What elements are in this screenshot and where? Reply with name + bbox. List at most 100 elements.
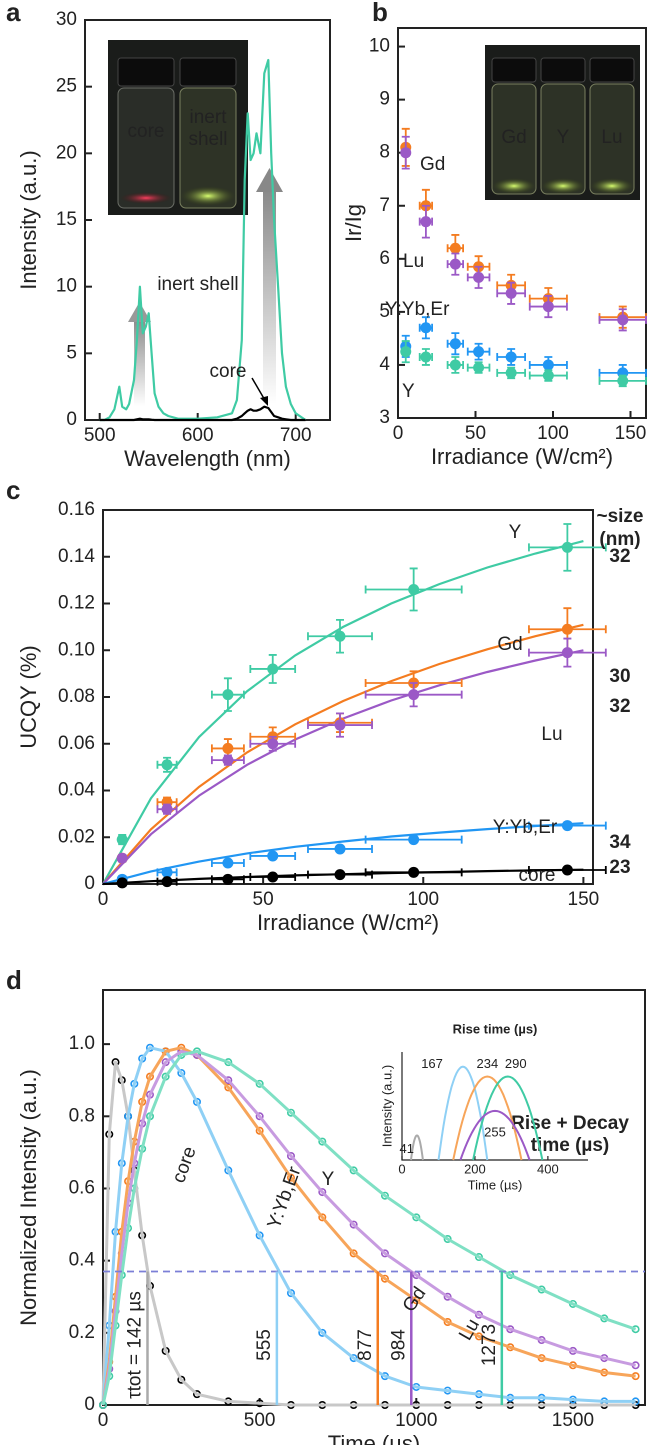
y-tick-label: 30 — [56, 9, 77, 30]
x-tick-label: 100 — [537, 423, 569, 444]
x-tick-label: 50 — [253, 889, 274, 910]
threshold-label: time (µs) — [531, 1135, 610, 1156]
data-point — [116, 834, 128, 846]
x-axis-label: Irradiance (W/cm²) — [257, 910, 439, 935]
data-point — [542, 301, 554, 313]
series-label: Y — [402, 381, 415, 402]
data-point — [561, 541, 573, 553]
y-tick-label: 10 — [56, 276, 77, 297]
x-tick-label: 1500 — [552, 1410, 594, 1431]
data-point — [349, 1249, 358, 1258]
x-tick-label: 0 — [393, 423, 404, 444]
y-tick-label: 20 — [56, 142, 77, 163]
y-tick-label: 1.0 — [69, 1033, 95, 1054]
series-label: Y — [509, 522, 522, 543]
data-point — [177, 1069, 186, 1078]
series-label: Y:Yb,Er — [385, 299, 450, 320]
y-tick-label: 0.16 — [58, 499, 95, 520]
data-point — [161, 759, 173, 771]
size-header: ~size — [596, 506, 643, 527]
x-tick-label: 0 — [98, 889, 109, 910]
data-point — [161, 803, 173, 815]
series-label: Lu — [403, 251, 424, 272]
data-point — [380, 1274, 389, 1283]
fit-curve — [102, 822, 584, 886]
x-tick-label: 500 — [84, 425, 116, 446]
size-label: 32 — [609, 546, 630, 567]
series-label: inert shell — [157, 274, 238, 295]
data-point — [334, 869, 346, 881]
data-point — [222, 857, 234, 869]
y-tick-label: 6 — [379, 248, 390, 269]
data-point — [267, 871, 279, 883]
x-axis-label: Time (µs) — [328, 1431, 421, 1445]
photo-inset-b — [485, 45, 640, 200]
data-point — [318, 1328, 327, 1337]
data-point — [449, 242, 461, 254]
data-point — [473, 271, 485, 283]
y-tick-label: 10 — [369, 36, 390, 57]
y-tick-label: 5 — [379, 301, 390, 322]
x-tick-label: 50 — [465, 423, 486, 444]
x-axis-label: Irradiance (W/cm²) — [431, 444, 613, 469]
x-tick-label: 200 — [464, 1161, 486, 1176]
data-point — [617, 375, 629, 387]
data-point — [349, 1166, 358, 1175]
inset-photo-label: core — [128, 121, 165, 142]
series-line — [101, 1049, 636, 1406]
fit-curve — [102, 623, 584, 885]
series-label: Gd — [399, 1283, 431, 1316]
data-point — [617, 314, 629, 326]
series-label: Y:Yb,Er — [493, 817, 558, 838]
data-point — [286, 1173, 295, 1182]
data-point — [255, 1112, 264, 1121]
y-tick-label: 0 — [84, 1394, 95, 1415]
data-point — [505, 367, 517, 379]
data-point — [505, 287, 517, 299]
data-point — [408, 834, 420, 846]
data-point — [334, 719, 346, 731]
x-tick-label: 0 — [398, 1161, 405, 1176]
data-point — [420, 351, 432, 363]
data-point — [561, 864, 573, 876]
y-tick-label: 0.14 — [58, 546, 95, 567]
time-marker-label: 555 — [254, 1329, 275, 1361]
y-tick-label: 0.6 — [69, 1177, 95, 1198]
x-tick-label: 150 — [615, 423, 647, 444]
data-point — [408, 689, 420, 701]
axis-frame — [397, 27, 647, 419]
data-point — [334, 630, 346, 642]
data-point — [561, 647, 573, 659]
y-axis-label: UCQY (%) — [16, 645, 41, 749]
panel-letter: d — [6, 965, 22, 995]
data-point — [349, 1354, 358, 1363]
time-marker-label: τtot = 142 µs — [125, 1291, 146, 1399]
data-point — [505, 351, 517, 363]
rise-curve — [437, 1065, 489, 1161]
peak-label: 255 — [484, 1124, 506, 1139]
size-label: 23 — [609, 857, 630, 878]
x-tick-label: 1000 — [395, 1410, 437, 1431]
panel-letter: a — [6, 0, 21, 27]
peak-label: 234 — [476, 1056, 498, 1071]
threshold-label: Rise + Decay — [511, 1113, 629, 1134]
data-point — [267, 663, 279, 675]
data-point — [318, 1188, 327, 1197]
y-tick-label: 9 — [379, 89, 390, 110]
size-label: 32 — [609, 696, 630, 717]
inset-photo-label: inert — [190, 107, 228, 128]
peak-label: 167 — [421, 1056, 443, 1071]
panel-letter: b — [372, 0, 388, 27]
data-point — [412, 1213, 421, 1222]
rise-curve — [410, 1134, 424, 1161]
data-point — [400, 147, 412, 159]
y-tick-label: 4 — [379, 354, 390, 375]
y-axis-label: Intensity (a.u.) — [379, 1065, 394, 1147]
y-tick-label: 0.2 — [69, 1322, 95, 1343]
rise-curve — [459, 1109, 531, 1161]
series-label: Gd — [497, 634, 522, 655]
x-tick-label: 500 — [244, 1410, 276, 1431]
series-line — [101, 1046, 636, 1406]
data-point — [474, 1253, 483, 1262]
